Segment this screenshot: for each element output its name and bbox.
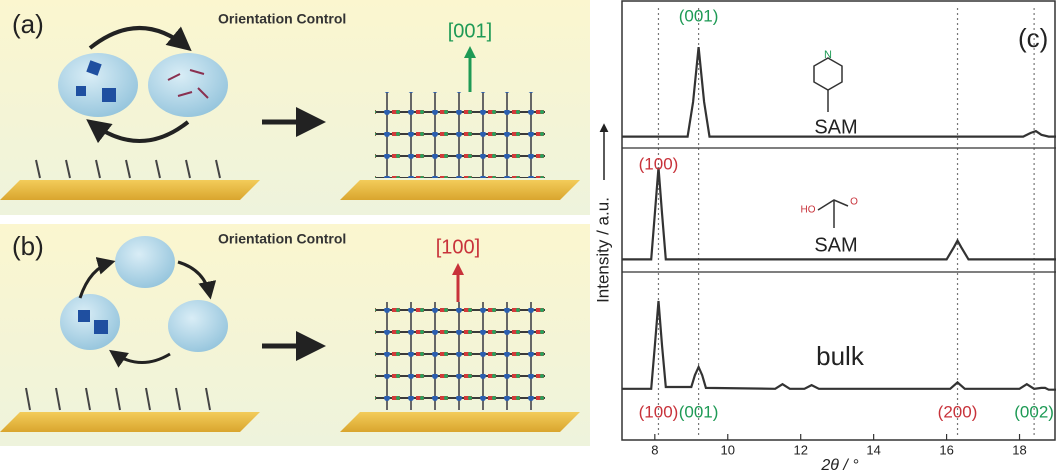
panel-label: (b): [12, 231, 44, 261]
panel-title: Orientation Control: [218, 231, 346, 247]
x-tick-label: 8: [651, 442, 658, 457]
cluster-blob: [58, 53, 138, 117]
mof-lattice: [375, 302, 545, 410]
panel-label: (c): [1018, 23, 1048, 53]
cube: [102, 88, 116, 102]
x-tick-label: 16: [939, 442, 953, 457]
svg-text:N: N: [824, 49, 832, 61]
acid-icon: HO O: [801, 197, 859, 228]
linker-blob: [115, 236, 175, 288]
svg-text:HO: HO: [801, 205, 816, 216]
peak-index: (100): [639, 402, 679, 421]
x-tick-label: 18: [1012, 442, 1026, 457]
plot-frame: [622, 1, 1055, 440]
x-tick-label: 10: [721, 442, 735, 457]
peak-index: (001): [679, 402, 719, 421]
orientation-label: [001]: [448, 20, 492, 42]
panel-b: (b) Orientation Control [100]: [0, 224, 590, 446]
cube: [78, 310, 90, 322]
peak-index: (002): [1014, 402, 1054, 421]
substrate: [0, 180, 260, 200]
panel-a: (a) Orientation Control [001]: [0, 0, 590, 215]
pyridine-icon: N: [814, 49, 842, 112]
x-tick-label: 14: [866, 442, 880, 457]
x-tick-label: 12: [793, 442, 807, 457]
trace-label: SAM: [814, 234, 857, 256]
peak-index: (200): [938, 402, 978, 421]
svg-text:O: O: [850, 197, 858, 208]
substrate: [0, 412, 260, 432]
trace-label: bulk: [816, 341, 865, 371]
peak-index: (001): [679, 6, 719, 25]
substrate: [340, 412, 580, 432]
peak-index: (100): [639, 154, 679, 173]
linker-blob: [148, 53, 228, 117]
orientation-label: [100]: [436, 236, 480, 258]
figure: (a) Orientation Control [001] (b) Orient…: [0, 0, 1058, 476]
panel-title: Orientation Control: [218, 11, 346, 27]
panel-label: (a): [12, 9, 44, 39]
linker-blob: [168, 300, 228, 352]
y-axis-label: Intensity / a.u.: [593, 197, 612, 303]
mof-lattice: [375, 92, 545, 178]
x-axis-label: 2θ / °: [820, 457, 859, 474]
trace-label: SAM: [814, 116, 857, 138]
cube: [94, 320, 108, 334]
cube: [76, 86, 86, 96]
substrate: [340, 180, 580, 200]
